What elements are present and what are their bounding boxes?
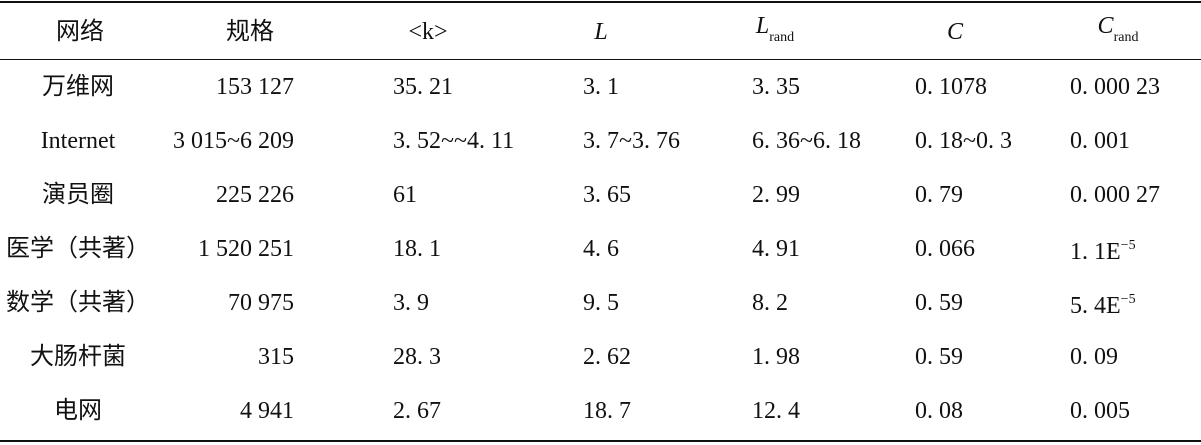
table-cell: 0. 066 [915,236,975,262]
table-cell: 3. 35 [752,74,800,100]
header-cell: L [594,17,607,47]
table-cell: 9. 5 [583,290,619,316]
table-cell: 0. 59 [915,344,963,370]
header-cell: 网络 [56,17,104,47]
table-cell: 1 520 251 [198,236,294,262]
table-cell: 18. 7 [583,398,631,424]
cell-text: <k> [408,19,448,45]
cell-text: C [1097,13,1114,39]
table-cell: 3. 7~3. 76 [583,128,680,154]
table-cell: 0. 59 [915,290,963,316]
table-cell: 2. 99 [752,182,800,208]
table-cell: 3. 1 [583,74,619,100]
table-cell: 70 975 [228,290,294,316]
cell-text: 规格 [226,19,274,45]
table-cell: 12. 4 [752,398,800,424]
table-cell: 0. 79 [915,182,963,208]
table-cell: 6. 36~6. 18 [752,128,861,154]
header-rule [0,59,1201,60]
table-cell: 153 127 [216,74,294,100]
table-cell: 0. 1078 [915,74,987,100]
table-cell: 4 941 [240,398,294,424]
cell-text: 网络 [56,19,104,45]
cell-text: 5. 4E [1070,293,1121,319]
header-cell: Crand [1098,11,1139,53]
header-cell: 规格 [226,17,274,47]
superscript: −5 [1120,238,1136,253]
bottom-rule [0,440,1201,442]
cell-text: L [594,19,608,45]
cell-text: L [755,13,770,39]
table-cell: 0. 08 [915,398,963,424]
subscript: rand [1113,30,1139,45]
table-cell: 数学（共著） [6,290,150,316]
table-cell: 3. 65 [583,182,631,208]
table-cell: 4. 91 [752,236,800,262]
table-cell: 315 [258,344,294,370]
table-cell: 1. 98 [752,344,800,370]
header-cell: C [947,17,963,47]
table-cell: 18. 1 [393,236,441,262]
table-cell: 万维网 [42,74,114,100]
table-cell: 电网 [54,398,102,424]
table-cell: 0. 001 [1070,128,1130,154]
table-cell: 3 015~6 209 [173,128,294,154]
table-cell: 2. 62 [583,344,631,370]
cell-text: C [946,19,964,45]
cell-text: 1. 1E [1070,239,1121,265]
table-cell: 28. 3 [393,344,441,370]
table-cell: 0. 09 [1070,344,1118,370]
table-cell: 225 226 [216,182,294,208]
header-cell: Lrand [756,11,794,53]
table-cell: 4. 6 [583,236,619,262]
table-cell: 0. 000 23 [1070,74,1160,100]
superscript: −5 [1120,292,1136,307]
table-cell: 35. 21 [393,74,453,100]
table-cell: 0. 18~0. 3 [915,128,1012,154]
table-cell: Internet [40,128,116,154]
table-cell: 0. 000 27 [1070,182,1160,208]
table-cell: 2. 67 [393,398,441,424]
table-cell: 8. 2 [752,290,788,316]
header-cell: <k> [408,17,447,47]
table-cell: 医学（共著） [6,236,150,262]
table-cell: 61 [393,182,417,208]
table-cell: 1. 1E−5 [1070,231,1136,267]
table-cell: 3. 52~~4. 11 [393,128,515,154]
table-cell: 大肠杆菌 [30,344,126,370]
table-cell: 演员圈 [42,182,114,208]
table-cell: 0. 005 [1070,398,1130,424]
table-cell: 3. 9 [393,290,429,316]
table-cell: 5. 4E−5 [1070,285,1136,321]
subscript: rand [769,30,795,45]
top-rule [0,1,1201,3]
